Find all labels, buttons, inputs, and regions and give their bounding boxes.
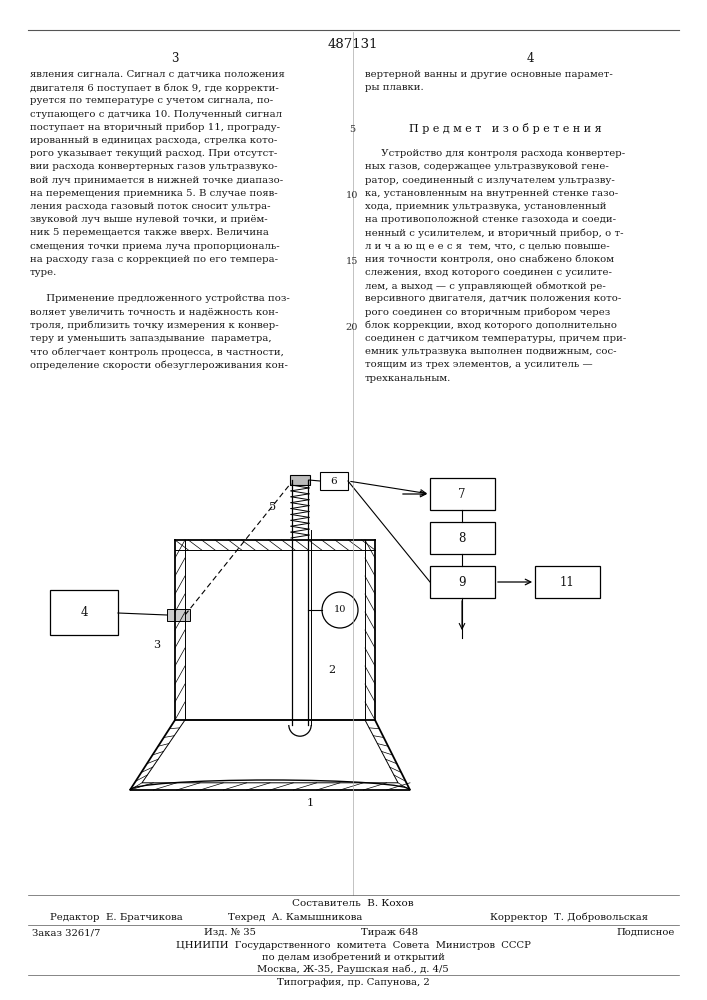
Text: ления расхода газовый поток сносит ультра-: ления расхода газовый поток сносит ультр… — [30, 202, 271, 211]
Text: Тираж 648: Тираж 648 — [361, 928, 419, 937]
Bar — [430, 478, 495, 510]
Text: лем, а выход — с управляющей обмоткой ре-: лем, а выход — с управляющей обмоткой ре… — [365, 281, 606, 291]
Text: 4: 4 — [81, 606, 88, 619]
Text: слежения, вход которого соединен с усилите-: слежения, вход которого соединен с усили… — [365, 268, 612, 277]
Text: 10: 10 — [334, 605, 346, 614]
Text: трехканальным.: трехканальным. — [365, 374, 451, 383]
Text: 15: 15 — [346, 257, 358, 266]
Text: 20: 20 — [346, 323, 358, 332]
Text: троля, приблизить точку измерения к конвер-: троля, приблизить точку измерения к конв… — [30, 321, 279, 330]
Text: ЦНИИПИ  Государственного  комитета  Совета  Министров  СССР: ЦНИИПИ Государственного комитета Совета … — [175, 941, 530, 950]
Text: 1: 1 — [306, 798, 314, 808]
Bar — [290, 475, 310, 485]
Text: 3: 3 — [171, 52, 179, 65]
Bar — [535, 566, 600, 598]
Text: вии расхода конвертерных газов ультразвуко-: вии расхода конвертерных газов ультразву… — [30, 162, 278, 171]
Text: рого соединен со вторичным прибором через: рого соединен со вторичным прибором чере… — [365, 308, 610, 317]
Text: на противоположной стенке газохода и соеди-: на противоположной стенке газохода и сое… — [365, 215, 616, 224]
Text: 8: 8 — [458, 532, 466, 544]
Text: 2: 2 — [328, 665, 335, 675]
Text: Подписное: Подписное — [617, 928, 675, 937]
Text: что облегчает контроль процесса, в частности,: что облегчает контроль процесса, в частн… — [30, 347, 284, 357]
Text: ненный с усилителем, и вторичный прибор, о т-: ненный с усилителем, и вторичный прибор,… — [365, 228, 624, 238]
Text: Устройство для контроля расхода конвертер-: Устройство для контроля расхода конверте… — [365, 149, 625, 158]
Text: Корректор  Т. Добровольская: Корректор Т. Добровольская — [490, 913, 648, 922]
Text: по делам изобретений и открытий: по делам изобретений и открытий — [262, 953, 445, 962]
Text: Редактор  Е. Братчикова: Редактор Е. Братчикова — [50, 913, 182, 922]
Text: 9: 9 — [458, 576, 466, 588]
Text: ры плавки.: ры плавки. — [365, 83, 423, 92]
Text: ния точности контроля, оно снабжено блоком: ния точности контроля, оно снабжено блок… — [365, 255, 614, 264]
Text: руется по температуре с учетом сигнала, по-: руется по температуре с учетом сигнала, … — [30, 96, 273, 105]
Text: ник 5 перемещается также вверх. Величина: ник 5 перемещается также вверх. Величина — [30, 228, 269, 237]
Text: 10: 10 — [346, 191, 358, 200]
Text: 487131: 487131 — [328, 38, 378, 51]
Text: 3: 3 — [153, 640, 160, 650]
Text: вертерной ванны и другие основные парамет-: вертерной ванны и другие основные параме… — [365, 70, 613, 79]
Text: 7: 7 — [458, 488, 466, 500]
Text: звуковой луч выше нулевой точки, и приём-: звуковой луч выше нулевой точки, и приём… — [30, 215, 268, 224]
Text: ка, установленным на внутренней стенке газо-: ка, установленным на внутренней стенке г… — [365, 189, 618, 198]
Text: тоящим из трех элементов, а усилитель —: тоящим из трех элементов, а усилитель — — [365, 360, 592, 369]
Text: двигателя 6 поступает в блок 9, где корректи-: двигателя 6 поступает в блок 9, где корр… — [30, 83, 279, 93]
Text: П р е д м е т   и з о б р е т е н и я: П р е д м е т и з о б р е т е н и я — [409, 123, 602, 134]
Text: смещения точки приема луча пропорциональ-: смещения точки приема луча пропорциональ… — [30, 242, 280, 251]
Text: на перемещения приемника 5. В случае появ-: на перемещения приемника 5. В случае поя… — [30, 189, 278, 198]
Text: воляет увеличить точность и надёжность кон-: воляет увеличить точность и надёжность к… — [30, 308, 279, 317]
Bar — [430, 566, 495, 598]
Text: хода, приемник ультразвука, установленный: хода, приемник ультразвука, установленны… — [365, 202, 607, 211]
Text: 11: 11 — [560, 576, 574, 588]
Text: рого указывает текущий расход. При отсутст-: рого указывает текущий расход. При отсут… — [30, 149, 277, 158]
Text: 4: 4 — [526, 52, 534, 65]
Text: ступающего с датчика 10. Полученный сигнал: ступающего с датчика 10. Полученный сигн… — [30, 110, 282, 119]
Bar — [430, 522, 495, 554]
Bar — [320, 472, 348, 490]
Text: версивного двигателя, датчик положения кото-: версивного двигателя, датчик положения к… — [365, 294, 621, 303]
Bar — [167, 609, 190, 621]
Text: соединен с датчиком температуры, причем при-: соединен с датчиком температуры, причем … — [365, 334, 626, 343]
Text: Типография, пр. Сапунова, 2: Типография, пр. Сапунова, 2 — [276, 978, 429, 987]
Text: Техред  А. Камышникова: Техред А. Камышникова — [228, 913, 362, 922]
Text: ных газов, содержащее ультразвуковой гене-: ных газов, содержащее ультразвуковой ген… — [365, 162, 609, 171]
Text: Москва, Ж-35, Раушская наб., д. 4/5: Москва, Ж-35, Раушская наб., д. 4/5 — [257, 965, 449, 974]
Text: 6: 6 — [331, 477, 337, 486]
Text: ратор, соединенный с излучателем ультразву-: ратор, соединенный с излучателем ультраз… — [365, 176, 615, 185]
Text: поступает на вторичный прибор 11, програду-: поступает на вторичный прибор 11, програ… — [30, 123, 280, 132]
Text: вой луч принимается в нижней точке диапазо-: вой луч принимается в нижней точке диапа… — [30, 176, 283, 185]
Text: Заказ 3261/7: Заказ 3261/7 — [32, 928, 100, 937]
Text: блок коррекции, вход которого дополнительно: блок коррекции, вход которого дополнител… — [365, 321, 617, 330]
Text: 5: 5 — [269, 502, 276, 512]
Text: Применение предложенного устройства поз-: Применение предложенного устройства поз- — [30, 294, 290, 303]
Text: на расходу газа с коррекцией по его темпера-: на расходу газа с коррекцией по его темп… — [30, 255, 278, 264]
Text: Составитель  В. Кохов: Составитель В. Кохов — [292, 899, 414, 908]
Text: Изд. № 35: Изд. № 35 — [204, 928, 256, 937]
Text: 5: 5 — [349, 125, 355, 134]
Text: явления сигнала. Сигнал с датчика положения: явления сигнала. Сигнал с датчика положе… — [30, 70, 285, 79]
Text: емник ультразвука выполнен подвижным, сос-: емник ультразвука выполнен подвижным, со… — [365, 347, 617, 356]
Bar — [50, 590, 118, 635]
Text: туре.: туре. — [30, 268, 57, 277]
Text: ированный в единицах расхода, стрелка кото-: ированный в единицах расхода, стрелка ко… — [30, 136, 277, 145]
Text: теру и уменьшить запаздывание  параметра,: теру и уменьшить запаздывание параметра, — [30, 334, 271, 343]
Text: л и ч а ю щ е е с я  тем, что, с целью повыше-: л и ч а ю щ е е с я тем, что, с целью по… — [365, 242, 609, 251]
Text: определение скорости обезуглероживания кон-: определение скорости обезуглероживания к… — [30, 360, 288, 370]
